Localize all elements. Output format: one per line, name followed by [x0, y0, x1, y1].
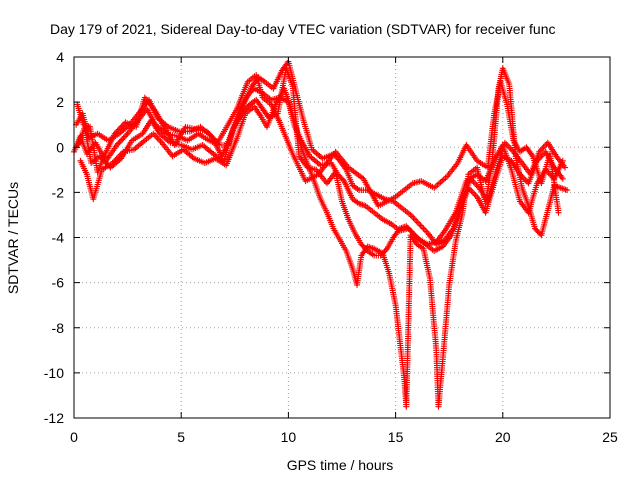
y-tick-label: -4	[52, 230, 65, 246]
data-point	[109, 160, 116, 166]
x-tick-label: 10	[281, 429, 297, 445]
data-point	[206, 131, 213, 138]
data-point	[113, 142, 120, 148]
chart-title: Day 179 of 2021, Sidereal Day-to-day VTE…	[50, 21, 556, 37]
data-point	[117, 125, 124, 132]
data-point	[405, 225, 412, 232]
x-tick-label: 25	[602, 429, 618, 445]
data-point	[110, 158, 117, 165]
data-point	[417, 222, 424, 229]
data-point	[414, 219, 421, 226]
data-point	[151, 132, 158, 139]
y-tick-label: 4	[56, 49, 64, 65]
data-point	[404, 224, 411, 231]
data-point	[115, 126, 122, 133]
x-tick-label: 0	[70, 429, 78, 445]
y-tick-label: -12	[44, 410, 64, 426]
y-tick-label: -6	[52, 275, 65, 291]
data-point	[113, 155, 120, 162]
data-point	[116, 139, 123, 146]
data-point	[562, 164, 568, 171]
data-point	[212, 136, 218, 143]
y-tick-label: -8	[52, 320, 65, 336]
data-point	[115, 140, 122, 147]
x-tick-label: 5	[177, 429, 185, 445]
data-point	[382, 247, 389, 254]
data-point	[507, 145, 514, 152]
x-tick-label: 15	[388, 429, 404, 445]
data-point	[409, 213, 415, 220]
data-point	[564, 187, 571, 194]
data-point	[117, 151, 124, 158]
y-axis-label: SDTVAR / TECUs	[5, 182, 21, 294]
y-tick-label: 0	[56, 139, 64, 155]
data-point	[423, 228, 430, 235]
data-point	[114, 127, 121, 134]
grid	[74, 57, 610, 418]
x-tick-label: 20	[495, 429, 511, 445]
data-point	[209, 134, 216, 141]
data-point	[123, 132, 130, 139]
data-point	[113, 129, 120, 136]
data-point	[111, 130, 118, 137]
data-point	[419, 224, 425, 230]
data-point	[522, 177, 529, 184]
data-point	[535, 229, 542, 236]
data-point	[119, 150, 125, 157]
data-point	[118, 123, 125, 130]
data-point	[115, 154, 121, 161]
data-point	[337, 174, 344, 180]
data-point	[420, 225, 427, 232]
data-point	[416, 221, 423, 227]
data-point	[559, 175, 566, 182]
y-tick-label: -2	[52, 184, 65, 200]
data-point	[121, 133, 128, 140]
y-tick-label: -10	[44, 365, 64, 381]
data-point	[205, 129, 212, 136]
data-point	[559, 157, 566, 164]
data-point	[339, 176, 346, 183]
data-point	[116, 153, 123, 159]
y-tick-label: 2	[56, 94, 64, 110]
data-point	[555, 209, 562, 216]
x-axis-label: GPS time / hours	[287, 457, 394, 473]
data-point	[403, 223, 410, 230]
data-point	[358, 241, 365, 248]
data-point	[471, 190, 478, 197]
data-point	[207, 132, 214, 139]
data-point	[120, 134, 127, 141]
data-point	[533, 226, 540, 233]
data-point	[359, 242, 366, 249]
data-point	[210, 135, 217, 142]
data-point	[117, 137, 124, 144]
data-point	[421, 227, 428, 233]
data-point	[203, 128, 210, 135]
data-point	[112, 157, 119, 164]
data-point	[410, 214, 417, 221]
data-points	[71, 58, 571, 410]
